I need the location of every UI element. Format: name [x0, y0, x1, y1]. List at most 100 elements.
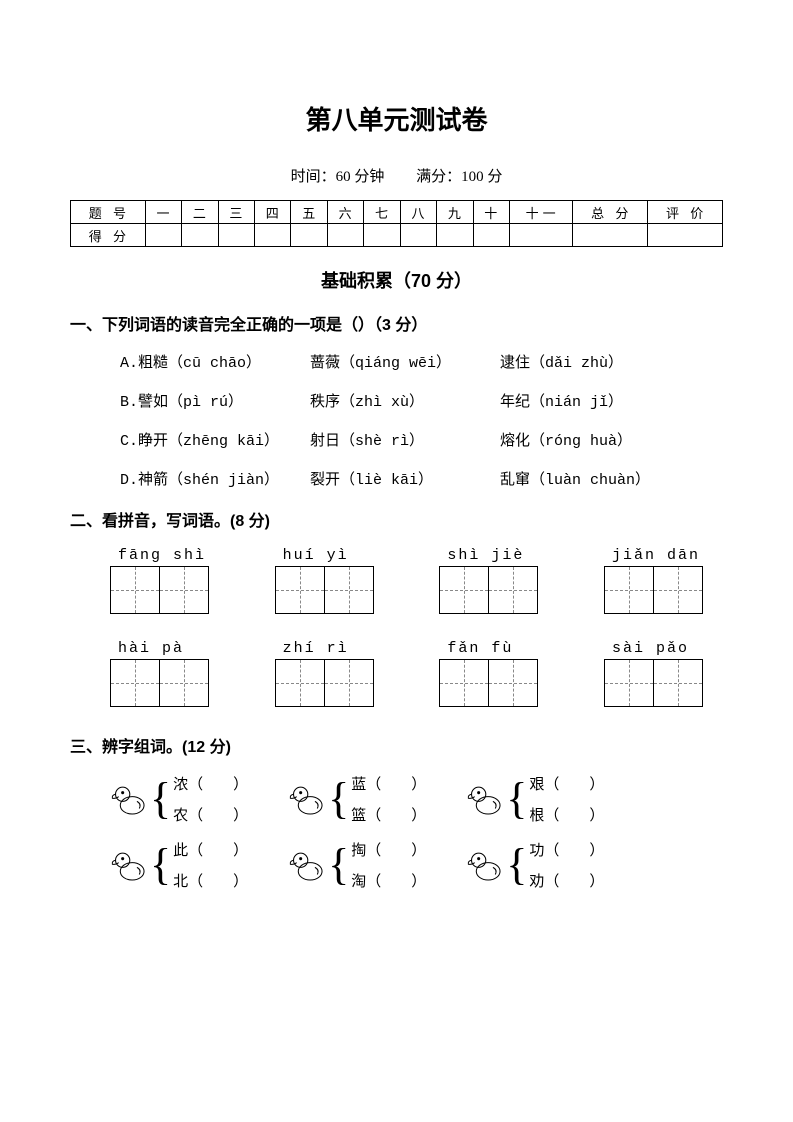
q1-cell: C.睁开（zhēng kāi） — [120, 429, 310, 450]
q2-item: hài pà — [110, 640, 209, 707]
th: 评 价 — [648, 201, 723, 224]
q3-row: {浓（ ）农（ ）{蓝（ ）篮（ ）{艰（ ）根（ ） — [70, 773, 723, 825]
th: 十 — [473, 201, 509, 224]
char-blank[interactable]: 浓（ ） — [173, 773, 248, 794]
th: 五 — [291, 201, 327, 224]
write-cell[interactable] — [653, 660, 702, 706]
q3-item: {艰（ ） 根（ ） — [466, 773, 604, 825]
brace-icon: { — [506, 843, 527, 887]
q1-option-row: B.譬如（pì rú）秩序（zhì xù）年纪（nián jǐ） — [70, 390, 723, 411]
write-cell[interactable] — [440, 567, 488, 613]
write-box[interactable] — [275, 566, 374, 614]
char-blank[interactable]: 掏（ ） — [351, 839, 426, 860]
q1-cell: 射日（shè rì） — [310, 429, 500, 450]
brace-group: {艰（ ） 根（ ） — [504, 773, 604, 825]
duck-icon — [288, 780, 326, 818]
th: 二 — [182, 201, 218, 224]
brace-icon: { — [150, 843, 171, 887]
th: 四 — [255, 201, 291, 224]
q1-option-row: A.粗糙（cū chāo）蔷薇（qiáng wēi）逮住（dǎi zhù） — [70, 351, 723, 372]
q1-cell: A.粗糙（cū chāo） — [120, 351, 310, 372]
duck-icon — [466, 780, 504, 818]
write-box[interactable] — [604, 566, 703, 614]
section-heading: 基础积累（70 分） — [70, 267, 723, 293]
char-blank[interactable]: 此（ ） — [173, 839, 248, 860]
th: 八 — [400, 201, 436, 224]
page-title: 第八单元测试卷 — [70, 100, 723, 137]
q1-cell: 乱窜（luàn chuàn） — [500, 468, 723, 489]
th: 九 — [437, 201, 473, 224]
char-blank[interactable]: 功（ ） — [529, 839, 604, 860]
write-cell[interactable] — [488, 567, 537, 613]
write-cell[interactable] — [276, 660, 324, 706]
write-cell[interactable] — [111, 660, 159, 706]
write-box[interactable] — [110, 566, 209, 614]
q3-item: {功（ ） 劝（ ） — [466, 839, 604, 891]
q2-item: huí yì — [275, 547, 374, 614]
char-blank[interactable]: 蓝（ ） — [351, 773, 426, 794]
pinyin-label: huí yì — [275, 547, 374, 564]
write-box[interactable] — [439, 659, 538, 707]
brace-group: {掏（ ） 淘（ ） — [326, 839, 426, 891]
fullscore-label: 满分：100 分 — [416, 169, 502, 185]
write-cell[interactable] — [653, 567, 702, 613]
q3-item: {此（ ） 北（ ） — [110, 839, 248, 891]
write-box[interactable] — [275, 659, 374, 707]
pinyin-label: hài pà — [110, 640, 209, 657]
pinyin-label: jiǎn dān — [604, 547, 703, 564]
q3-item: {浓（ ） 农（ ） — [110, 773, 248, 825]
th: 一 — [145, 201, 181, 224]
char-blank[interactable]: 根（ ） — [529, 804, 604, 825]
write-cell[interactable] — [159, 567, 208, 613]
char-blank[interactable]: 淘（ ） — [351, 870, 426, 891]
write-cell[interactable] — [111, 567, 159, 613]
q2-row: fāng shì huí yì shì jiè jiǎn dān — [70, 547, 723, 614]
score-table-row: 得 分 — [71, 224, 723, 247]
duck-icon — [288, 846, 326, 884]
write-cell[interactable] — [324, 567, 373, 613]
write-box[interactable] — [439, 566, 538, 614]
write-cell[interactable] — [440, 660, 488, 706]
brace-icon: { — [506, 777, 527, 821]
char-blank[interactable]: 篮（ ） — [351, 804, 426, 825]
char-blank[interactable]: 北（ ） — [173, 870, 248, 891]
write-cell[interactable] — [488, 660, 537, 706]
pinyin-label: zhí rì — [275, 640, 374, 657]
q2-item: fǎn fù — [439, 640, 538, 707]
th: 三 — [218, 201, 254, 224]
duck-icon — [110, 780, 148, 818]
q1-cell: 裂开（liè kāi） — [310, 468, 500, 489]
write-cell[interactable] — [605, 660, 653, 706]
q1-cell: 熔化（róng huà） — [500, 429, 723, 450]
brace-group: {功（ ） 劝（ ） — [504, 839, 604, 891]
q1-heading: 一、下列词语的读音完全正确的一项是（）（3 分） — [70, 311, 723, 335]
duck-icon — [110, 846, 148, 884]
q2-item: fāng shì — [110, 547, 209, 614]
brace-icon: { — [328, 843, 349, 887]
th: 总 分 — [573, 201, 648, 224]
score-table: 题 号 一 二 三 四 五 六 七 八 九 十 十一 总 分 评 价 得 分 — [70, 200, 723, 247]
write-box[interactable] — [604, 659, 703, 707]
th: 六 — [327, 201, 363, 224]
char-blank[interactable]: 艰（ ） — [529, 773, 604, 794]
q2-item: shì jiè — [439, 547, 538, 614]
char-blank[interactable]: 农（ ） — [173, 804, 248, 825]
write-cell[interactable] — [159, 660, 208, 706]
q1-option-row: D.神箭（shén jiàn）裂开（liè kāi）乱窜（luàn chuàn） — [70, 468, 723, 489]
q1-cell: 蔷薇（qiáng wēi） — [310, 351, 500, 372]
q2-row: hài pàzhí rìfǎn fùsài pǎo — [70, 640, 723, 707]
duck-icon — [466, 846, 504, 884]
q2-heading: 二、看拼音，写词语。(8 分) — [70, 507, 723, 531]
brace-icon: { — [150, 777, 171, 821]
td-label: 得 分 — [71, 224, 146, 247]
brace-group: {浓（ ） 农（ ） — [148, 773, 248, 825]
q2-item: zhí rì — [275, 640, 374, 707]
write-cell[interactable] — [605, 567, 653, 613]
write-cell[interactable] — [324, 660, 373, 706]
char-blank[interactable]: 劝（ ） — [529, 870, 604, 891]
write-box[interactable] — [110, 659, 209, 707]
th: 题 号 — [71, 201, 146, 224]
brace-group: {此（ ） 北（ ） — [148, 839, 248, 891]
write-cell[interactable] — [276, 567, 324, 613]
pinyin-label: fǎn fù — [439, 640, 538, 657]
